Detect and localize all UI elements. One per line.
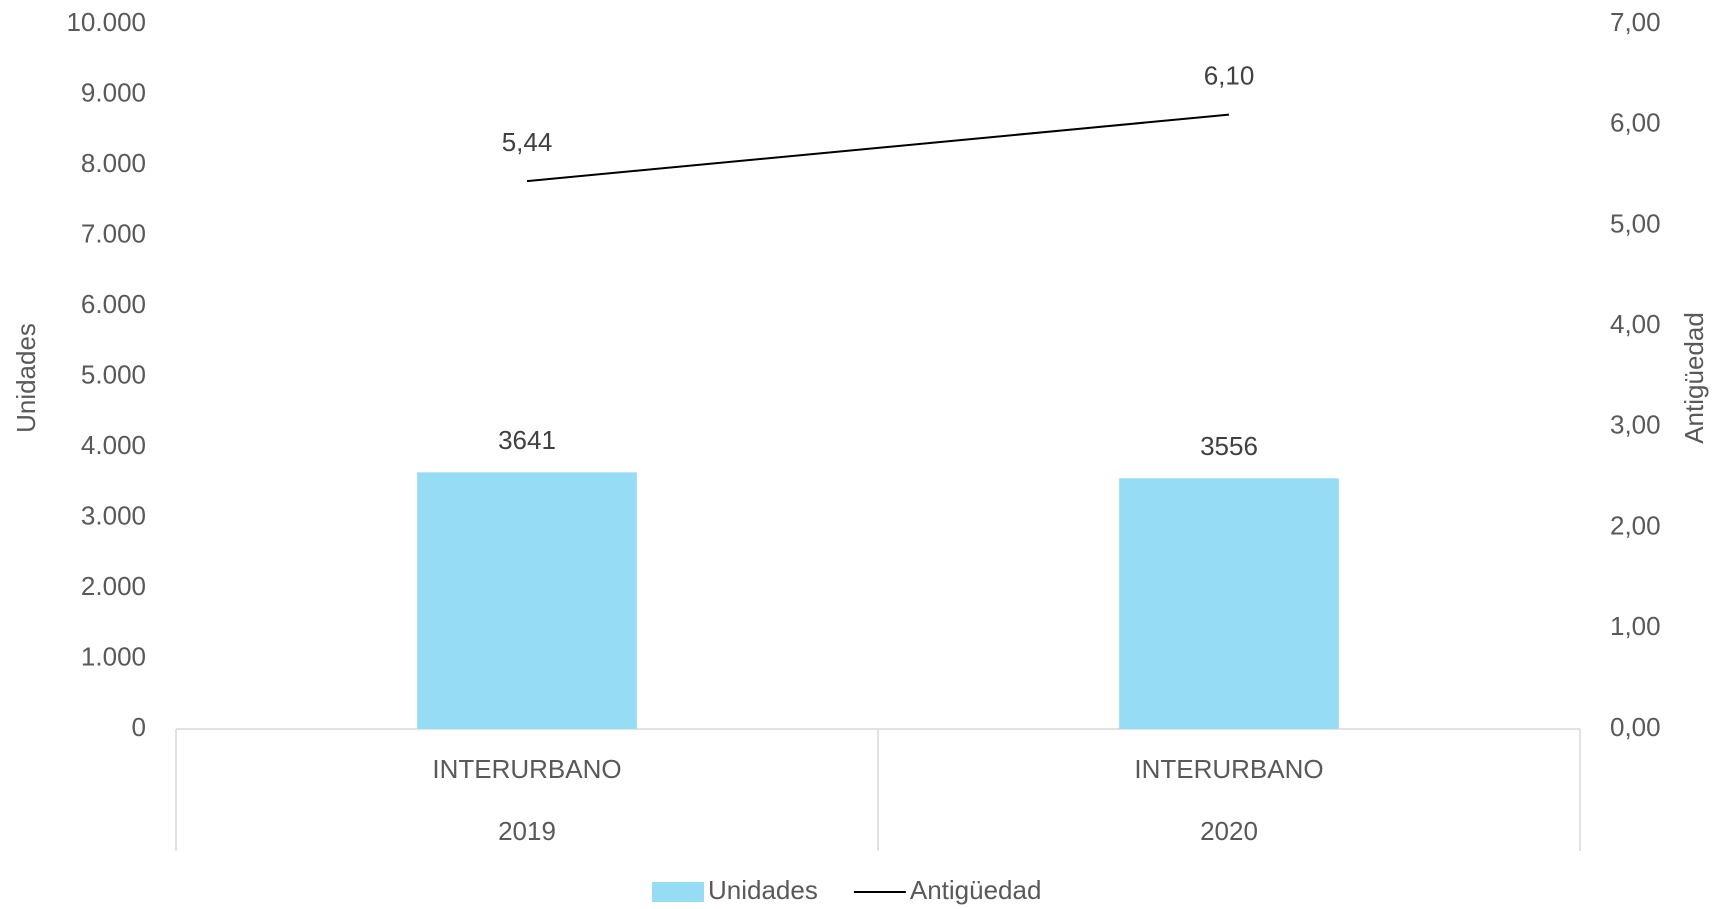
bar xyxy=(417,472,637,729)
legend-swatch xyxy=(652,882,704,902)
data-label: 3556 xyxy=(1200,431,1258,461)
y-axis-title: Unidades xyxy=(11,323,41,433)
y2-tick-label: 2,00 xyxy=(1610,510,1661,540)
y2-axis-title: Antigüedad xyxy=(1679,312,1709,444)
y-tick-label: 3.000 xyxy=(81,500,146,530)
y2-tick-label: 6,00 xyxy=(1610,108,1661,138)
bar xyxy=(1119,478,1339,729)
y-tick-label: 0 xyxy=(132,712,146,742)
y-tick-label: 7.000 xyxy=(81,218,146,248)
y-tick-label: 10.000 xyxy=(66,7,146,37)
y2-tick-label: 1,00 xyxy=(1610,611,1661,641)
y2-tick-label: 5,00 xyxy=(1610,208,1661,238)
y2-tick-label: 3,00 xyxy=(1610,410,1661,440)
y2-tick-label: 4,00 xyxy=(1610,309,1661,339)
y-tick-label: 9.000 xyxy=(81,77,146,107)
data-label: 3641 xyxy=(498,425,556,455)
y-tick-label: 5.000 xyxy=(81,359,146,389)
data-label: 6,10 xyxy=(1204,61,1255,91)
y-tick-label: 2.000 xyxy=(81,571,146,601)
y-tick-label: 1.000 xyxy=(81,641,146,671)
x-group-label: 2020 xyxy=(1200,816,1258,846)
y-tick-label: 6.000 xyxy=(81,289,146,319)
x-tick-label: INTERURBANO xyxy=(1134,754,1323,784)
y-tick-label: 4.000 xyxy=(81,430,146,460)
data-label: 5,44 xyxy=(502,127,553,157)
x-group-label: 2019 xyxy=(498,816,556,846)
y2-tick-label: 7,00 xyxy=(1610,7,1661,37)
line xyxy=(526,113,1230,183)
legend-label: Antigüedad xyxy=(910,875,1042,905)
legend-label: Unidades xyxy=(708,875,818,905)
x-tick-label: INTERURBANO xyxy=(432,754,621,784)
y-tick-label: 8.000 xyxy=(81,148,146,178)
y2-tick-label: 0,00 xyxy=(1610,712,1661,742)
